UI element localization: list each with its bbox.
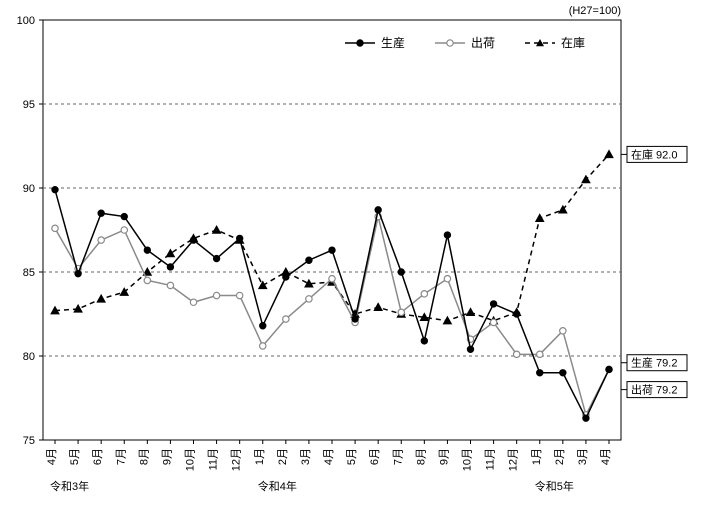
- callout-label: 在庫 92.0: [631, 147, 677, 161]
- x-tick-label: 4月: [600, 448, 612, 465]
- x-tick-label: 11月: [485, 448, 497, 470]
- x-tick-label: 12月: [231, 448, 243, 471]
- legend-label: 出荷: [471, 36, 495, 50]
- x-tick-label: 6月: [92, 448, 104, 465]
- x-tick-label: 1月: [531, 448, 543, 465]
- y-tick-label: 90: [23, 183, 35, 195]
- x-tick-label: 5月: [346, 448, 358, 465]
- x-year-label: 令和3年: [50, 479, 89, 493]
- x-tick-label: 9月: [161, 448, 173, 465]
- x-tick-label: 10月: [462, 448, 474, 471]
- legend-label: 在庫: [561, 36, 585, 50]
- chart-container: 75 80 85 90 95 100 4月 5月 6月 7月 8月 9月 10月 11月 12月 1月 2月 3月…: [0, 0, 707, 509]
- x-tick-label: 11月: [208, 448, 220, 470]
- x-year-label: 令和5年: [535, 479, 574, 493]
- y-tick-label: 85: [23, 267, 35, 279]
- x-tick-label: 2月: [554, 448, 566, 465]
- x-year-label: 令和4年: [258, 479, 297, 493]
- x-tick-label: 12月: [508, 448, 520, 471]
- y-tick-label: 80: [23, 351, 35, 363]
- x-tick-label: 1月: [254, 448, 266, 465]
- x-tick-label: 5月: [69, 448, 81, 465]
- x-tick-label: 3月: [300, 448, 312, 465]
- x-tick-label: 8月: [138, 448, 150, 465]
- legend-label: 生産: [381, 35, 405, 50]
- callout-label: 出荷 79.2: [631, 383, 677, 397]
- x-tick-label: 3月: [577, 448, 589, 465]
- x-tick-label: 8月: [415, 448, 427, 465]
- x-tick-label: 6月: [369, 448, 381, 465]
- line-chart: 75 80 85 90 95 100 4月 5月 6月 7月 8月 9月 10月 11月 12月 1月 2月 3月…: [0, 0, 707, 509]
- x-tick-label: 10月: [185, 448, 197, 471]
- y-tick-label: 95: [23, 99, 35, 111]
- top-note: (H27=100): [569, 5, 621, 17]
- callout-label: 生産 79.2: [631, 356, 677, 370]
- y-tick-label: 100: [17, 15, 35, 27]
- x-tick-label: 7月: [115, 448, 127, 465]
- x-tick-label: 2月: [277, 448, 289, 465]
- y-tick-label: 75: [23, 435, 35, 447]
- x-tick-label: 7月: [392, 448, 404, 465]
- x-tick-label: 4月: [46, 448, 58, 465]
- x-tick-label: 9月: [438, 448, 450, 465]
- x-tick-label: 4月: [323, 448, 335, 465]
